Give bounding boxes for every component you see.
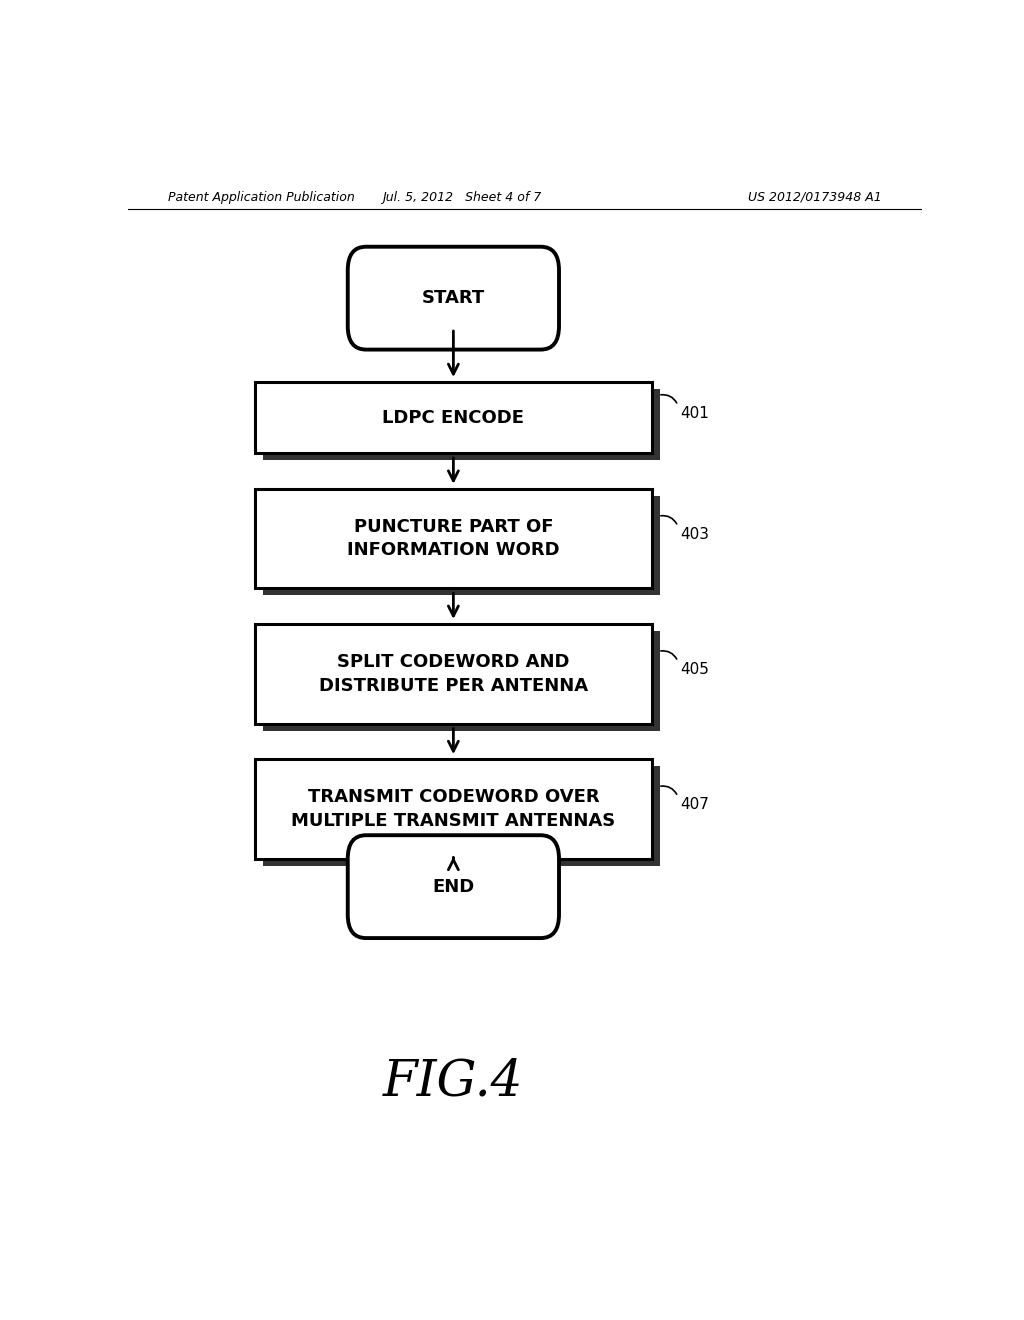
Text: PUNCTURE PART OF
INFORMATION WORD: PUNCTURE PART OF INFORMATION WORD bbox=[347, 517, 560, 560]
Text: FIG.4: FIG.4 bbox=[383, 1056, 523, 1106]
Bar bbox=[263, 496, 659, 595]
Text: 405: 405 bbox=[680, 663, 710, 677]
Text: LDPC ENCODE: LDPC ENCODE bbox=[382, 409, 524, 426]
Text: SPLIT CODEWORD AND
DISTRIBUTE PER ANTENNA: SPLIT CODEWORD AND DISTRIBUTE PER ANTENN… bbox=[318, 653, 588, 694]
FancyBboxPatch shape bbox=[348, 247, 559, 350]
Bar bbox=[255, 624, 651, 723]
Bar bbox=[263, 389, 659, 461]
Text: TRANSMIT CODEWORD OVER
MULTIPLE TRANSMIT ANTENNAS: TRANSMIT CODEWORD OVER MULTIPLE TRANSMIT… bbox=[291, 788, 615, 830]
FancyBboxPatch shape bbox=[348, 836, 559, 939]
Bar bbox=[255, 381, 651, 453]
Text: END: END bbox=[432, 878, 474, 896]
Text: START: START bbox=[422, 289, 485, 308]
Text: Jul. 5, 2012   Sheet 4 of 7: Jul. 5, 2012 Sheet 4 of 7 bbox=[382, 190, 541, 203]
Bar bbox=[255, 759, 651, 859]
Text: Patent Application Publication: Patent Application Publication bbox=[168, 190, 354, 203]
Text: US 2012/0173948 A1: US 2012/0173948 A1 bbox=[749, 190, 882, 203]
Bar bbox=[263, 766, 659, 866]
Bar bbox=[255, 488, 651, 589]
Text: 403: 403 bbox=[680, 527, 710, 543]
Text: 407: 407 bbox=[680, 797, 710, 812]
Bar bbox=[263, 631, 659, 731]
Text: 401: 401 bbox=[680, 407, 710, 421]
